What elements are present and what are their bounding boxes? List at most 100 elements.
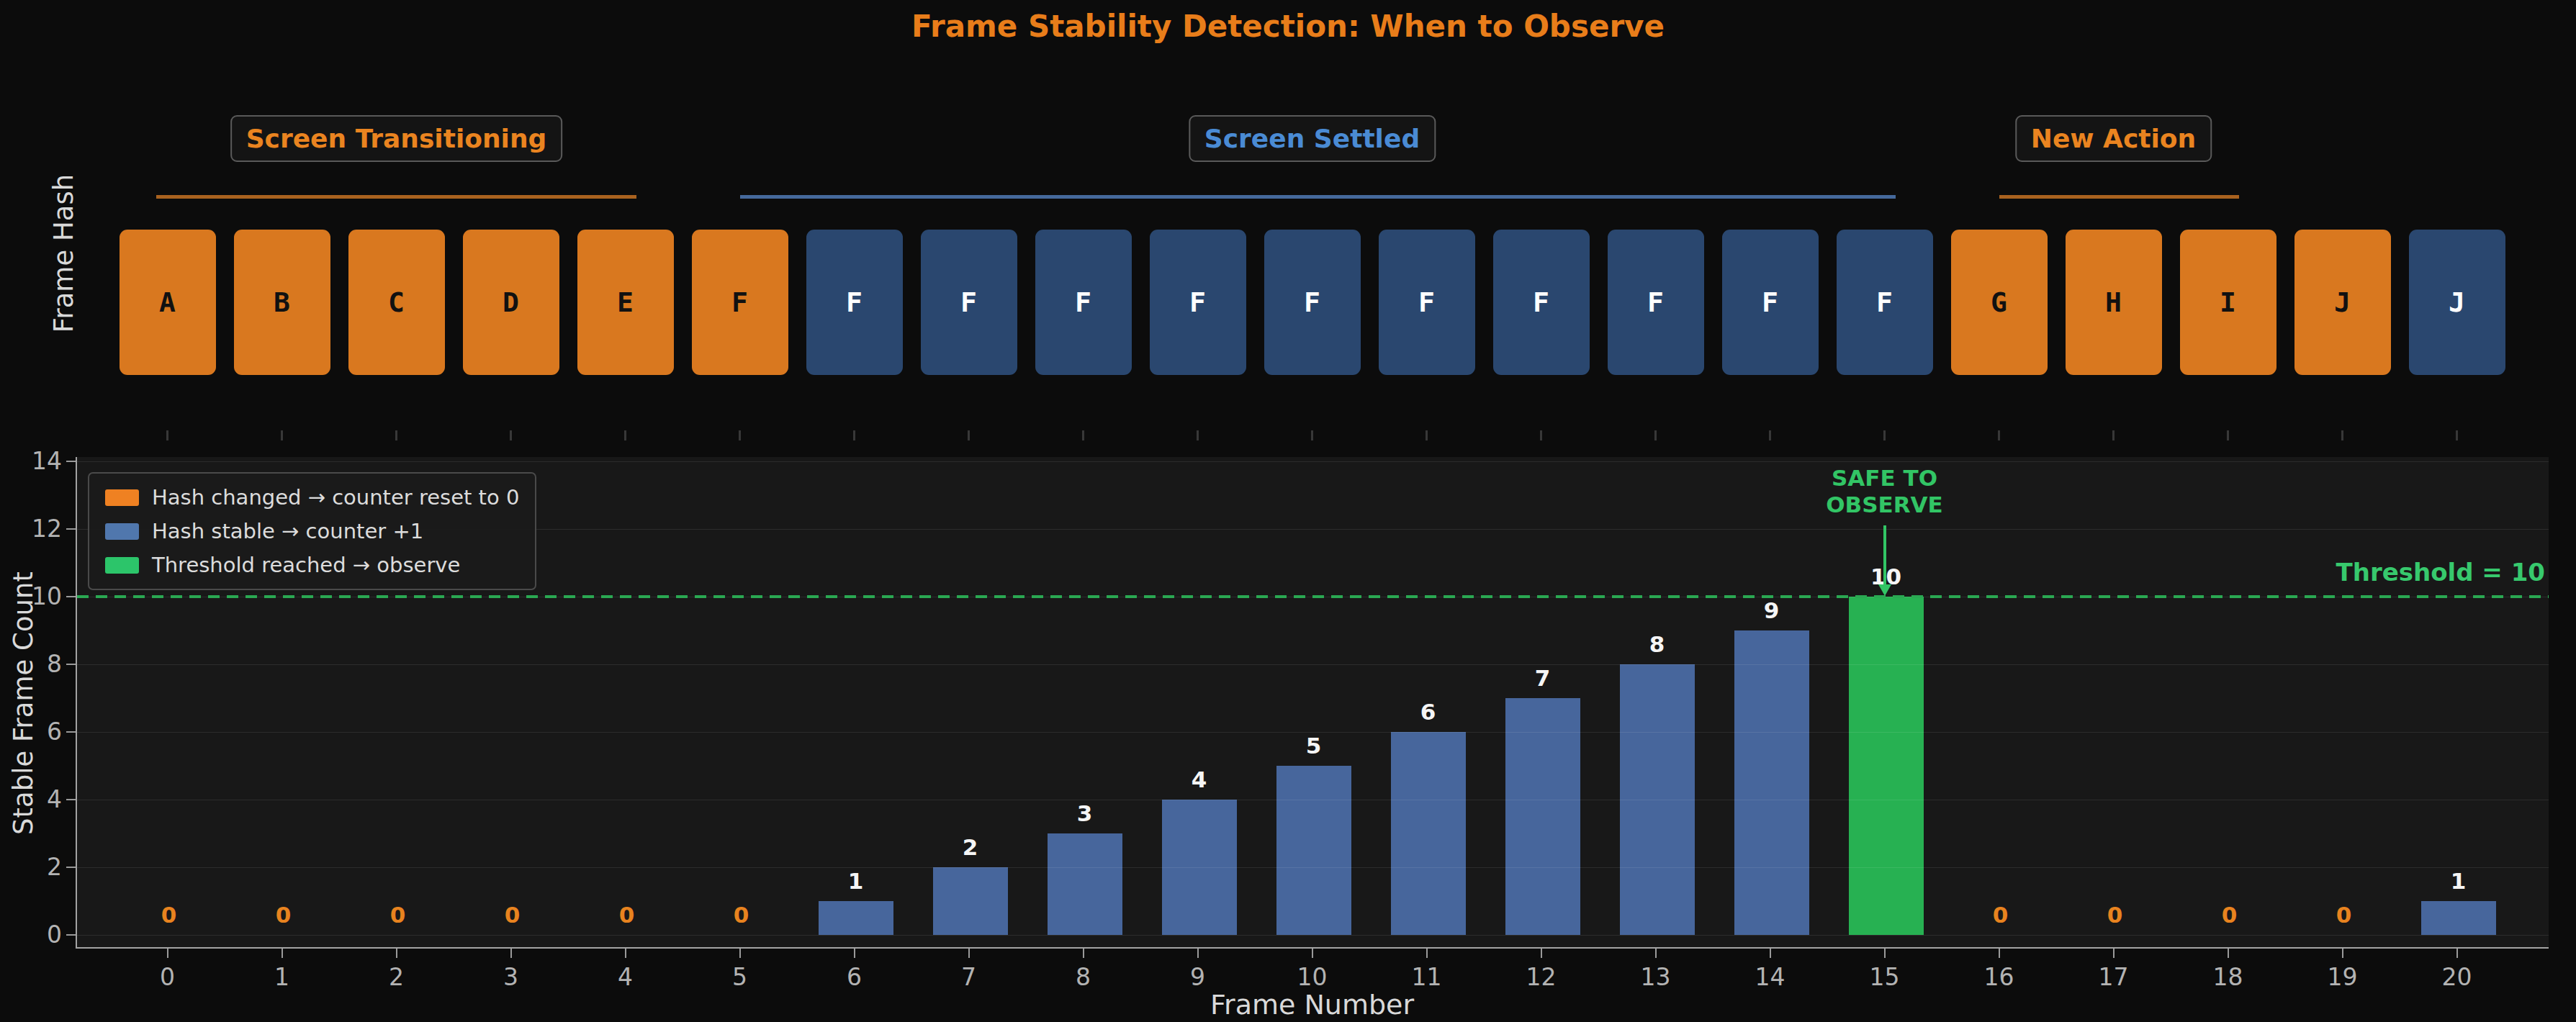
- frame-hash-box: G: [1951, 230, 2048, 375]
- frame-hash-box: F: [1608, 230, 1704, 375]
- bar-value-label: 1: [2451, 868, 2467, 894]
- frame-hash-box: C: [348, 230, 445, 375]
- figure-title: Frame Stability Detection: When to Obser…: [0, 9, 2576, 44]
- x-tick-mark: [1083, 949, 1084, 958]
- y-tick-mark: [66, 596, 76, 597]
- x-tick-mark: [1426, 949, 1428, 958]
- legend-swatch: [105, 557, 139, 574]
- x-tick-label: 18: [2196, 963, 2261, 991]
- frame-hash-tick: [395, 430, 397, 440]
- bar-frame-12: [1505, 698, 1580, 935]
- frame-hash-tick: [1769, 430, 1771, 440]
- frame-hash-box: F: [1379, 230, 1475, 375]
- x-tick-mark: [854, 949, 855, 958]
- x-tick-mark: [2342, 949, 2343, 958]
- legend: Hash changed → counter reset to 0 Hash st…: [88, 472, 536, 590]
- bar-value-label: 0: [1993, 902, 2009, 928]
- x-tick-mark: [510, 949, 512, 958]
- x-tick-label: 20: [2425, 963, 2490, 991]
- bar-frame-7: [933, 867, 1008, 935]
- y-tick-mark: [66, 461, 76, 462]
- x-tick-label: 13: [1623, 963, 1688, 991]
- legend-swatch: [105, 489, 139, 506]
- y-tick-mark: [66, 731, 76, 733]
- bar-value-label: 0: [161, 902, 177, 928]
- frame-hash-tick: [739, 430, 741, 440]
- frame-hash-tick: [1883, 430, 1886, 440]
- frame-hash-box: F: [806, 230, 903, 375]
- annotation-arrow-head: [1878, 584, 1891, 596]
- gridline: [77, 664, 2549, 665]
- frame-hash-axis-label: Frame Hash: [48, 1, 81, 505]
- frame-hash-box: F: [921, 230, 1017, 375]
- legend-entry-label: Hash stable → counter +1: [152, 519, 423, 543]
- bar-frame-14: [1734, 630, 1809, 935]
- frame-hash-tick: [968, 430, 970, 440]
- x-tick-label: 5: [708, 963, 773, 991]
- x-tick-label: 2: [364, 963, 429, 991]
- region-label: New Action: [2015, 115, 2212, 162]
- frame-hash-tick: [166, 430, 168, 440]
- x-tick-label: 8: [1051, 963, 1116, 991]
- frame-hash-tick: [1426, 430, 1428, 440]
- x-tick-label: 19: [2310, 963, 2375, 991]
- frame-hash-box: J: [2409, 230, 2505, 375]
- frame-hash-box: F: [692, 230, 788, 375]
- x-tick-mark: [1312, 949, 1313, 958]
- bar-value-label: 0: [390, 902, 406, 928]
- threshold-label: Threshold = 10: [2336, 558, 2546, 587]
- bar-value-label: 4: [1192, 766, 1207, 792]
- frame-hash-tick: [853, 430, 855, 440]
- x-tick-mark: [2113, 949, 2115, 958]
- frame-hash-tick: [1654, 430, 1657, 440]
- bar-value-label: 1: [848, 868, 864, 894]
- region-underline: [156, 195, 637, 199]
- figure: Frame Stability Detection: When to Obser…: [0, 0, 2576, 1022]
- frame-hash-tick: [281, 430, 283, 440]
- bar-value-label: 5: [1306, 733, 1322, 759]
- frame-hash-box: F: [1493, 230, 1590, 375]
- region-label: Screen Transitioning: [230, 115, 563, 162]
- annotation-line-1: SAFE TO: [1826, 465, 1943, 492]
- frame-hash-tick: [510, 430, 512, 440]
- y-tick-label: 4: [0, 785, 62, 813]
- annotation-arrow-line: [1883, 525, 1886, 586]
- legend-row: Hash changed → counter reset to 0: [105, 485, 519, 510]
- x-tick-label: 14: [1738, 963, 1803, 991]
- x-tick-label: 11: [1395, 963, 1459, 991]
- x-tick-label: 17: [2081, 963, 2146, 991]
- frame-hash-box: I: [2180, 230, 2276, 375]
- bar-value-label: 0: [2107, 902, 2123, 928]
- x-tick-label: 10: [1280, 963, 1345, 991]
- x-tick-mark: [968, 949, 970, 958]
- x-tick-label: 1: [250, 963, 315, 991]
- gridline: [77, 867, 2549, 868]
- x-tick-mark: [1655, 949, 1657, 958]
- frame-hash-box: F: [1722, 230, 1819, 375]
- y-tick-label: 10: [0, 582, 62, 610]
- bar-value-label: 0: [734, 902, 749, 928]
- y-tick-mark: [66, 934, 76, 936]
- bar-value-label: 0: [2222, 902, 2238, 928]
- y-tick-mark: [66, 664, 76, 665]
- bar-frame-15: [1849, 597, 1924, 935]
- frame-hash-tick: [2341, 430, 2343, 440]
- frame-hash-box: F: [1035, 230, 1132, 375]
- y-tick-label: 14: [0, 447, 62, 475]
- x-tick-mark: [625, 949, 626, 958]
- bar-value-label: 0: [2336, 902, 2352, 928]
- safe-to-observe-annotation: SAFE TO OBSERVE: [1826, 465, 1943, 518]
- x-tick-label: 0: [135, 963, 200, 991]
- frame-hash-box: F: [1264, 230, 1361, 375]
- x-tick-mark: [1541, 949, 1542, 958]
- gridline: [77, 461, 2549, 462]
- bar-value-label: 3: [1077, 800, 1093, 826]
- frame-hash-box: F: [1837, 230, 1933, 375]
- x-tick-label: 3: [479, 963, 544, 991]
- frame-hash-box: J: [2294, 230, 2391, 375]
- x-tick-label: 16: [1967, 963, 2032, 991]
- bar-frame-8: [1048, 833, 1122, 935]
- bar-frame-10: [1276, 766, 1351, 935]
- x-tick-mark: [282, 949, 283, 958]
- bar-frame-6: [819, 901, 893, 935]
